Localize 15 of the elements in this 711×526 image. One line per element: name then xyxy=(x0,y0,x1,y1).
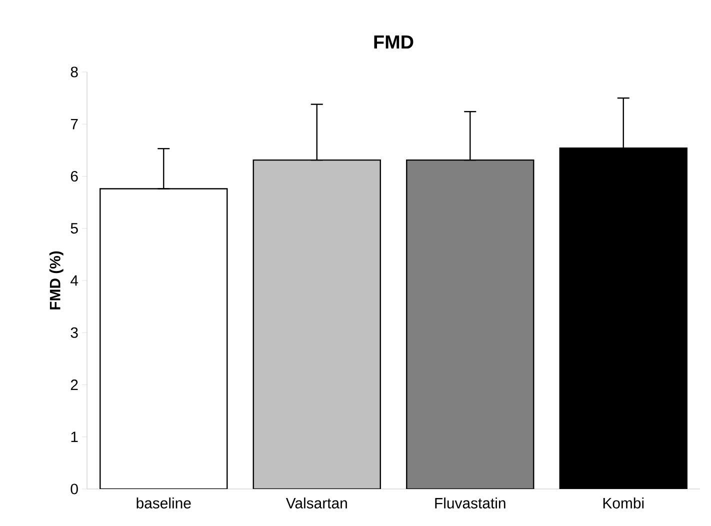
y-tick-label: 0 xyxy=(70,484,78,494)
y-tick-label: 7 xyxy=(70,118,78,130)
y-tick-label: 1 xyxy=(71,432,78,442)
y-tick-label: 2 xyxy=(70,380,78,390)
y-tick-label: 8 xyxy=(70,66,78,78)
chart-title: FMD xyxy=(374,35,414,48)
x-tick-label: Kombi xyxy=(603,498,644,508)
x-tick-label: Valsartan xyxy=(286,498,347,508)
y-axis-title: FMD (%) xyxy=(49,251,64,310)
y-tick-label: 5 xyxy=(70,223,78,234)
x-tick-label: baseline xyxy=(136,498,191,508)
x-tick-label: Fluvastatin xyxy=(435,498,506,508)
y-tick-label: 3 xyxy=(70,327,78,338)
y-tick-label: 4 xyxy=(70,275,78,286)
y-tick-label: 6 xyxy=(70,170,78,182)
